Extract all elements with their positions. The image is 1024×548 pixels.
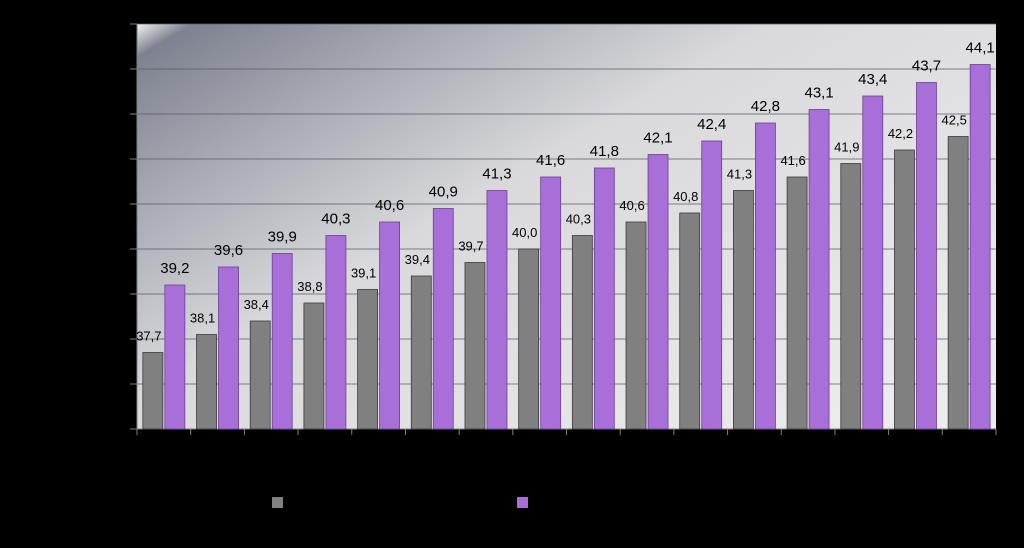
legend <box>272 497 528 508</box>
data-label: 40,0 <box>512 225 537 240</box>
data-label: 41,6 <box>536 152 565 169</box>
bar-series-2 <box>379 221 400 430</box>
bar-series-2 <box>916 82 937 430</box>
data-label: 43,1 <box>804 85 833 102</box>
bar-series-2 <box>486 190 508 430</box>
bar-series-1 <box>733 190 754 430</box>
data-label: 39,6 <box>214 242 243 259</box>
data-label: 38,8 <box>297 279 322 294</box>
bar-series-2 <box>701 140 723 430</box>
bar-series-1 <box>357 289 378 430</box>
bar-series-1 <box>410 275 432 430</box>
bar-series-1 <box>894 149 915 430</box>
bar-series-2 <box>540 176 562 430</box>
data-label: 39,1 <box>351 266 376 281</box>
bar-series-1 <box>571 235 593 430</box>
data-label: 42,1 <box>643 130 672 147</box>
bars <box>142 64 991 430</box>
data-label: 43,4 <box>858 71 887 88</box>
data-label: 40,3 <box>321 211 350 228</box>
bar-series-2 <box>593 167 615 430</box>
data-label: 39,7 <box>458 239 483 254</box>
bar-series-2 <box>808 109 830 430</box>
data-label: 40,6 <box>375 197 404 214</box>
bar-series-1 <box>249 320 271 430</box>
bar-series-1 <box>947 136 969 430</box>
data-label: 40,3 <box>566 212 591 227</box>
data-label: 41,6 <box>780 153 805 168</box>
bar-series-1 <box>464 262 486 430</box>
bar-series-2 <box>218 266 239 430</box>
bar-series-2 <box>432 208 454 430</box>
bar-series-2 <box>325 235 347 430</box>
data-label: 41,8 <box>590 143 619 160</box>
data-labels: 37,7 38,1 38,4 38,8 39,1 39,4 39,7 40,0 40,3 40,6… <box>136 40 995 344</box>
data-label: 40,6 <box>619 198 644 213</box>
data-label: 42,8 <box>751 98 780 115</box>
data-label: 42,4 <box>697 116 726 133</box>
data-label: 43,7 <box>912 58 941 75</box>
data-label: 39,2 <box>160 260 189 277</box>
bar-series-1 <box>786 176 808 430</box>
data-label: 41,3 <box>482 166 511 183</box>
bar-series-1 <box>840 163 862 430</box>
data-label: 39,9 <box>268 229 297 246</box>
bar-series-1 <box>196 334 217 430</box>
legend-swatch-series-1 <box>272 497 283 508</box>
bar-series-2 <box>647 154 669 430</box>
bar-series-2 <box>271 253 293 430</box>
data-label: 38,1 <box>190 311 215 326</box>
bar-series-2 <box>862 95 884 430</box>
data-label: 44,1 <box>966 40 995 57</box>
data-label: 41,9 <box>834 140 859 155</box>
bar-series-1 <box>625 221 647 430</box>
data-label: 40,9 <box>429 184 458 201</box>
data-label: 41,3 <box>727 167 752 182</box>
bar-series-1 <box>518 248 540 430</box>
data-label: 37,7 <box>136 329 161 344</box>
bar-series-1 <box>679 212 701 430</box>
data-label: 38,4 <box>244 297 269 312</box>
bar-series-2 <box>164 284 186 430</box>
bar-series-1 <box>142 352 164 430</box>
data-label: 40,8 <box>673 189 698 204</box>
bar-series-1 <box>303 302 325 430</box>
data-label: 39,4 <box>405 252 430 267</box>
data-label: 42,2 <box>888 126 913 141</box>
bar-series-2 <box>755 122 776 430</box>
data-label: 42,5 <box>942 113 967 128</box>
bar-series-2 <box>969 64 991 430</box>
legend-swatch-series-2 <box>517 497 528 508</box>
